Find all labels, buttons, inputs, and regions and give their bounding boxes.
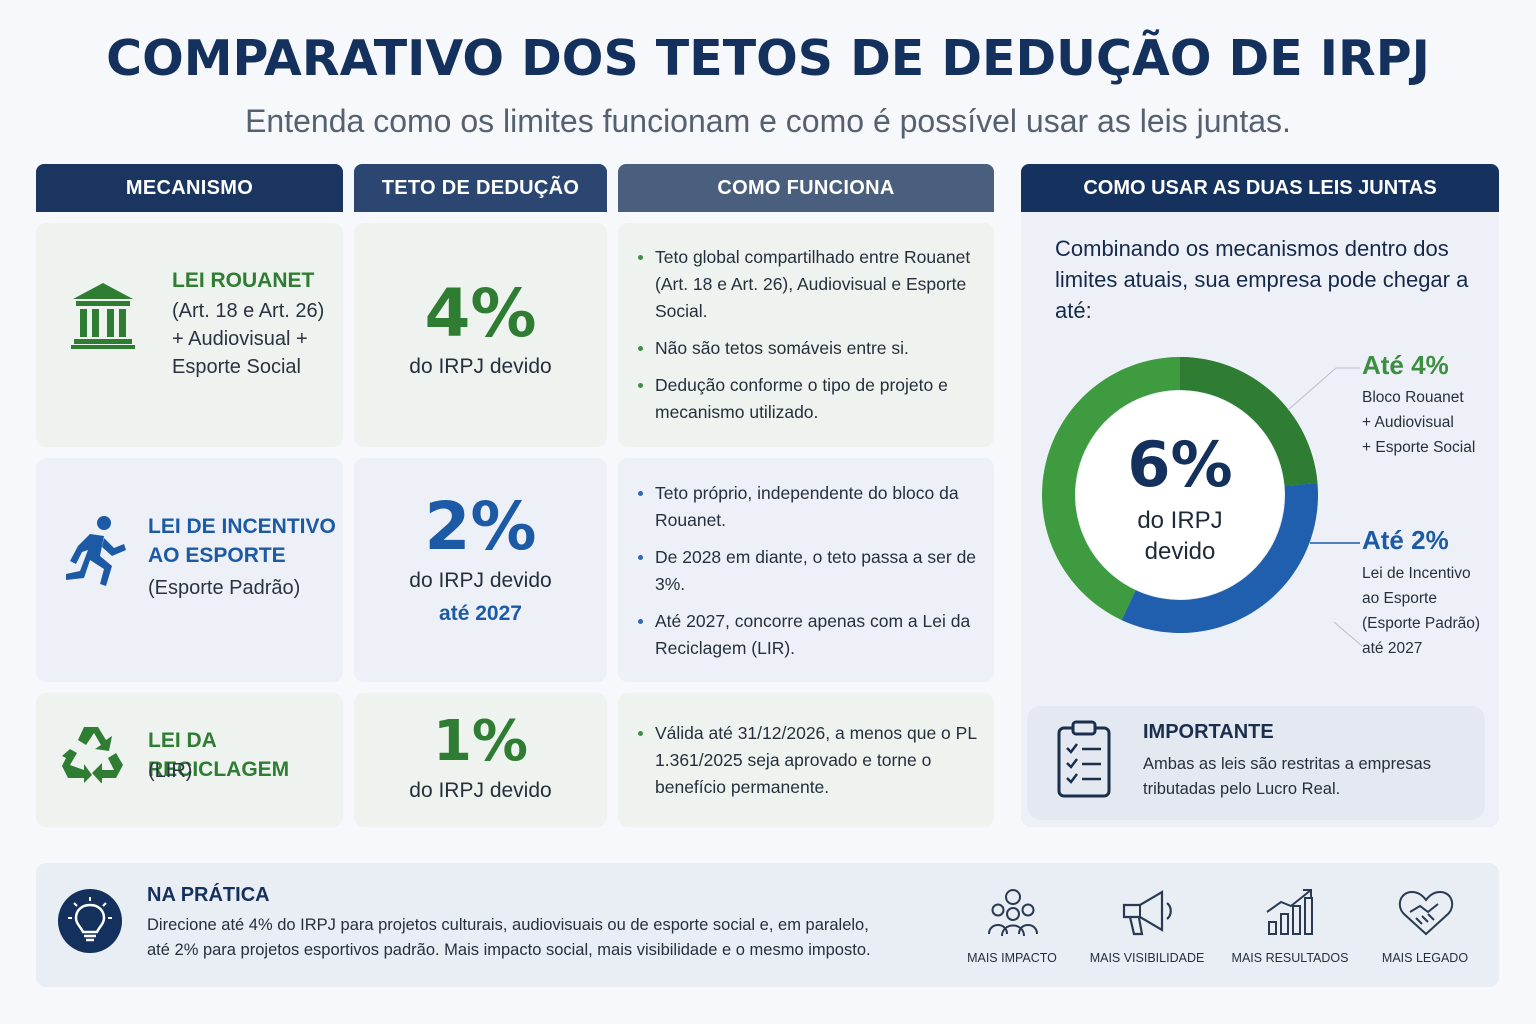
combine-intro: Combinando os mecanismos dentro dos limi… (1055, 236, 1469, 323)
mechanism-subtitle: (LIR) (148, 760, 193, 782)
handshake-heart-icon (1398, 890, 1454, 936)
ceiling-card-rouanet: 4% do IRPJ devido (354, 223, 607, 447)
list-item: Não são tetos somáveis entre si. (636, 335, 980, 362)
list-item: Dedução conforme o tipo de projeto e mec… (636, 372, 980, 426)
page-subtitle: Entenda como os limites funcionam e como… (245, 103, 1291, 139)
recycle-icon (62, 727, 123, 783)
megaphone-icon (1122, 890, 1172, 936)
column-header-how: COMO FUNCIONA (618, 164, 994, 212)
mechanism-subtitle: (Esporte Padrão) (148, 577, 301, 599)
donut-hole (1076, 391, 1284, 599)
bank-building-icon (71, 283, 135, 349)
important-title: IMPORTANTE (1143, 721, 1274, 743)
donut-slice-rouanet-shade (1180, 357, 1318, 486)
column-header-together: COMO USAR AS DUAS LEIS JUNTAS (1021, 164, 1499, 212)
how-card-rouanet: Teto global compartilhado entre Rouanet … (618, 223, 994, 447)
how-card-esporte: Teto próprio, independente do bloco da R… (618, 458, 994, 682)
mechanism-title: LEI ROUANET (172, 269, 315, 292)
growth-chart-icon (1266, 889, 1313, 935)
mechanism-title: LEI DA RECICLAGEM (148, 729, 290, 781)
ceiling-card-esporte: 2% do IRPJ devido até 2027 (354, 458, 607, 682)
legend-connectors (1287, 367, 1363, 647)
list-item: De 2028 em diante, o teto passa a ser de… (636, 544, 980, 598)
list-item: Válida até 31/12/2026, a menos que o PL … (636, 720, 980, 801)
practice-text: Direcione até 4% do IRPJ para projetos c… (147, 916, 871, 959)
important-box: IMPORTANTE Ambas as leis são restritas a… (1027, 706, 1485, 820)
donut-center-value: 6% (1127, 428, 1233, 501)
column-header-mechanism: MECANISMO (36, 164, 343, 212)
list-item: Teto próprio, independente do bloco da R… (636, 480, 980, 534)
benefit-label: MAIS IMPACTO (967, 951, 1057, 965)
practice-bar: NA PRÁTICA Direcione até 4% do IRPJ para… (36, 863, 1499, 987)
ceiling-value: 4% (424, 275, 537, 352)
mechanism-card-reciclagem: LEI DA RECICLAGEM (LIR) (36, 693, 343, 827)
list-item: Até 2027, concorre apenas com a Lei da R… (636, 608, 980, 662)
mechanism-card-esporte: LEI DE INCENTIVO AO ESPORTE (Esporte Pad… (36, 458, 343, 682)
donut-slice-esporte (1121, 482, 1318, 633)
ceiling-value: 1% (432, 709, 529, 774)
ceiling-note: do IRPJ devido (409, 355, 552, 378)
benefit-label: MAIS LEGADO (1381, 951, 1469, 965)
benefit-label: MAIS VISIBILIDADE (1089, 951, 1205, 965)
benefit-label: MAIS RESULTADOS (1231, 951, 1349, 965)
column-header-ceiling: TETO DE DEDUÇÃO (354, 164, 607, 212)
ceiling-note: do IRPJ devido (409, 569, 552, 592)
how-bullet-list: Teto global compartilhado entre Rouanet … (636, 244, 980, 436)
ceiling-note: do IRPJ devido (409, 779, 552, 802)
clipboard-checklist-icon (1057, 720, 1111, 798)
legend-title-rouanet: Até 4% (1362, 350, 1449, 380)
ceiling-value: 2% (424, 488, 537, 565)
mechanism-title: LEI DE INCENTIVO AO ESPORTE (148, 515, 336, 567)
how-card-reciclagem: Válida até 31/12/2026, a menos que o PL … (618, 693, 994, 827)
lightbulb-icon (58, 889, 122, 953)
practice-title: NA PRÁTICA (147, 884, 270, 906)
legend-text-rouanet: Bloco Rouanet + Audiovisual + Esporte So… (1362, 389, 1476, 456)
runner-icon (66, 516, 126, 586)
important-text: Ambas as leis são restritas a empresas t… (1143, 755, 1431, 798)
legend-title-esporte: Até 2% (1362, 525, 1449, 555)
page-title: COMPARATIVO DOS TETOS DE DEDUÇÃO DE IRPJ (106, 30, 1430, 87)
how-bullet-list: Válida até 31/12/2026, a menos que o PL … (636, 720, 980, 811)
donut-center-note: do IRPJ devido (1137, 507, 1223, 565)
ceiling-note-year: até 2027 (439, 602, 522, 625)
donut-chart (1042, 357, 1318, 633)
mechanism-card-rouanet: LEI ROUANET (Art. 18 e Art. 26) + Audiov… (36, 223, 343, 447)
how-bullet-list: Teto próprio, independente do bloco da R… (636, 480, 980, 672)
people-group-icon (988, 889, 1038, 937)
mechanism-subtitle: (Art. 18 e Art. 26) + Audiovisual + Espo… (172, 300, 325, 378)
legend-text-esporte: Lei de Incentivo ao Esporte (Esporte Pad… (1362, 565, 1481, 657)
ceiling-card-reciclagem: 1% do IRPJ devido (354, 693, 607, 827)
list-item: Teto global compartilhado entre Rouanet … (636, 244, 980, 325)
